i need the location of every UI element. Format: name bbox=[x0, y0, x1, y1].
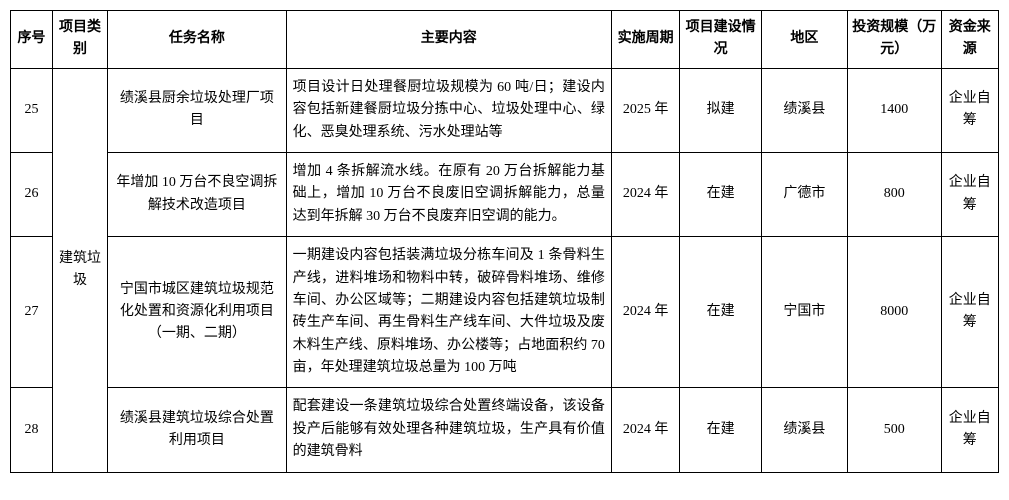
header-seq: 序号 bbox=[11, 11, 53, 69]
cell-period: 2024 年 bbox=[611, 237, 679, 388]
cell-task: 绩溪县建筑垃圾综合处置利用项目 bbox=[108, 388, 287, 472]
cell-fund: 企业自筹 bbox=[941, 68, 998, 152]
header-content: 主要内容 bbox=[286, 11, 611, 69]
table-row: 28 绩溪县建筑垃圾综合处置利用项目 配套建设一条建筑垃圾综合处置终端设备，该设… bbox=[11, 388, 999, 472]
header-category: 项目类别 bbox=[52, 11, 107, 69]
table-row: 25 建筑垃圾 绩溪县厨余垃圾处理厂项目 项目设计日处理餐厨垃圾规模为 60 吨… bbox=[11, 68, 999, 152]
cell-content: 增加 4 条拆解流水线。在原有 20 万台拆解能力基础上，增加 10 万台不良废… bbox=[286, 152, 611, 236]
cell-task: 宁国市城区建筑垃圾规范化处置和资源化利用项目（一期、二期） bbox=[108, 237, 287, 388]
table-row: 26 年增加 10 万台不良空调拆解技术改造项目 增加 4 条拆解流水线。在原有… bbox=[11, 152, 999, 236]
cell-region: 广德市 bbox=[761, 152, 847, 236]
cell-status: 在建 bbox=[680, 152, 762, 236]
header-status: 项目建设情况 bbox=[680, 11, 762, 69]
cell-content: 一期建设内容包括装满垃圾分栋车间及 1 条骨料生产线，进料堆场和物料中转，破碎骨… bbox=[286, 237, 611, 388]
cell-fund: 企业自筹 bbox=[941, 152, 998, 236]
cell-fund: 企业自筹 bbox=[941, 388, 998, 472]
header-period: 实施周期 bbox=[611, 11, 679, 69]
cell-fund: 企业自筹 bbox=[941, 237, 998, 388]
table-row: 27 宁国市城区建筑垃圾规范化处置和资源化利用项目（一期、二期） 一期建设内容包… bbox=[11, 237, 999, 388]
cell-period: 2024 年 bbox=[611, 388, 679, 472]
cell-seq: 27 bbox=[11, 237, 53, 388]
cell-status: 在建 bbox=[680, 237, 762, 388]
header-fund: 资金来源 bbox=[941, 11, 998, 69]
cell-region: 绩溪县 bbox=[761, 388, 847, 472]
header-row: 序号 项目类别 任务名称 主要内容 实施周期 项目建设情况 地区 投资规模（万元… bbox=[11, 11, 999, 69]
cell-seq: 28 bbox=[11, 388, 53, 472]
header-task: 任务名称 bbox=[108, 11, 287, 69]
cell-invest: 800 bbox=[847, 152, 941, 236]
cell-category: 建筑垃圾 bbox=[52, 68, 107, 472]
cell-period: 2025 年 bbox=[611, 68, 679, 152]
cell-task: 绩溪县厨余垃圾处理厂项目 bbox=[108, 68, 287, 152]
cell-region: 绩溪县 bbox=[761, 68, 847, 152]
cell-seq: 26 bbox=[11, 152, 53, 236]
cell-region: 宁国市 bbox=[761, 237, 847, 388]
cell-status: 拟建 bbox=[680, 68, 762, 152]
cell-status: 在建 bbox=[680, 388, 762, 472]
header-region: 地区 bbox=[761, 11, 847, 69]
cell-invest: 500 bbox=[847, 388, 941, 472]
cell-content: 项目设计日处理餐厨垃圾规模为 60 吨/日；建设内容包括新建餐厨垃圾分拣中心、垃… bbox=[286, 68, 611, 152]
table-body: 25 建筑垃圾 绩溪县厨余垃圾处理厂项目 项目设计日处理餐厨垃圾规模为 60 吨… bbox=[11, 68, 999, 472]
cell-invest: 8000 bbox=[847, 237, 941, 388]
cell-content: 配套建设一条建筑垃圾综合处置终端设备，该设备投产后能够有效处理各种建筑垃圾，生产… bbox=[286, 388, 611, 472]
cell-invest: 1400 bbox=[847, 68, 941, 152]
header-invest: 投资规模（万元） bbox=[847, 11, 941, 69]
cell-seq: 25 bbox=[11, 68, 53, 152]
project-table: 序号 项目类别 任务名称 主要内容 实施周期 项目建设情况 地区 投资规模（万元… bbox=[10, 10, 999, 473]
cell-period: 2024 年 bbox=[611, 152, 679, 236]
cell-task: 年增加 10 万台不良空调拆解技术改造项目 bbox=[108, 152, 287, 236]
